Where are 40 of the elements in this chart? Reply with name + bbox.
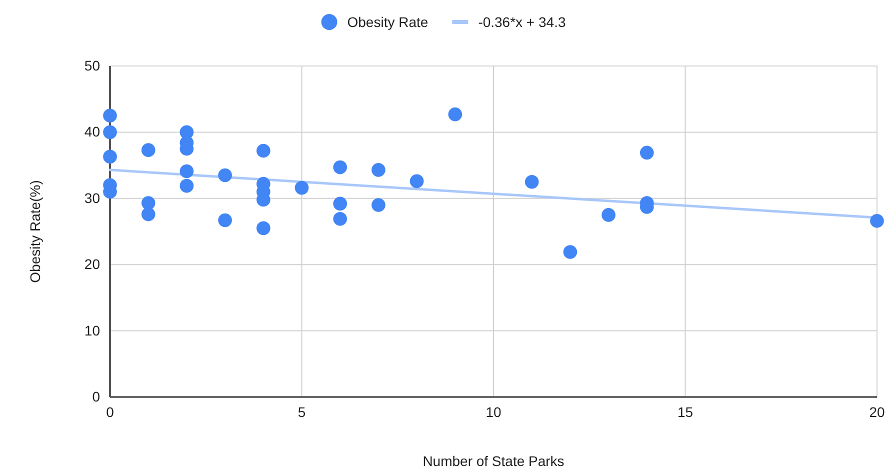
point	[448, 107, 462, 122]
point	[180, 164, 194, 178]
legend-label: -0.36*x + 34.3	[478, 14, 566, 30]
x-tick-label: 10	[486, 404, 502, 420]
y-tick-label: 10	[84, 322, 100, 338]
point	[563, 245, 578, 259]
point	[524, 174, 539, 189]
point	[256, 144, 270, 158]
point	[256, 221, 270, 236]
y-axis-title: Obesity Rate(%)	[27, 180, 43, 283]
point	[141, 207, 156, 222]
point	[141, 196, 156, 210]
point	[372, 163, 386, 177]
y-tick-label: 40	[84, 124, 100, 140]
point	[294, 180, 309, 195]
x-tick-label: 0	[106, 404, 114, 420]
point	[372, 198, 386, 212]
x-axis-title: Number of State Parks	[422, 453, 564, 469]
point	[218, 168, 232, 182]
x-tick-label: 5	[298, 404, 306, 420]
point	[333, 212, 348, 226]
point	[410, 174, 424, 188]
point	[333, 196, 348, 211]
point	[103, 125, 117, 140]
point	[180, 178, 194, 193]
y-tick-label: 30	[84, 190, 100, 206]
x-tick-label: 15	[677, 404, 694, 420]
x-tick-label: 20	[869, 404, 885, 420]
point	[640, 146, 654, 160]
point	[870, 214, 884, 228]
point	[103, 108, 117, 123]
point	[103, 150, 117, 164]
point	[218, 213, 232, 228]
legend-label: Obesity Rate	[347, 14, 428, 30]
point	[602, 208, 616, 222]
point	[333, 160, 348, 174]
y-tick-label: 20	[84, 256, 100, 272]
y-tick-label: 50	[84, 57, 100, 74]
y-tick-label: 0	[92, 388, 100, 404]
point	[141, 143, 156, 157]
